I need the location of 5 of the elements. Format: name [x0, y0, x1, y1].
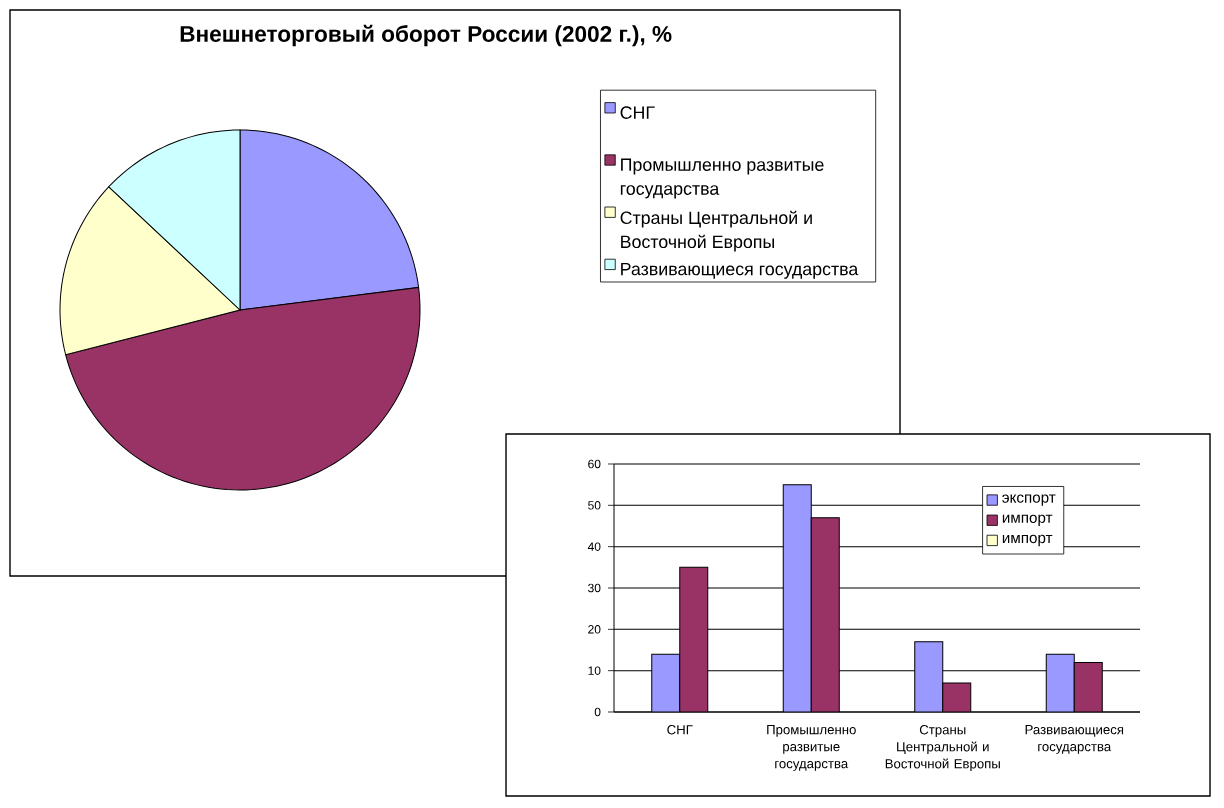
- chart-title: Внешнеторговый оборот России (2002 г.), %: [180, 24, 672, 47]
- legend-label: СНГ: [620, 106, 655, 119]
- legend-label: Развивающиеся государства: [621, 262, 859, 279]
- legend-label: Страны Центральной и Восточной Европы: [620, 210, 812, 252]
- legend-label: Промышленно развитые государства: [620, 158, 824, 199]
